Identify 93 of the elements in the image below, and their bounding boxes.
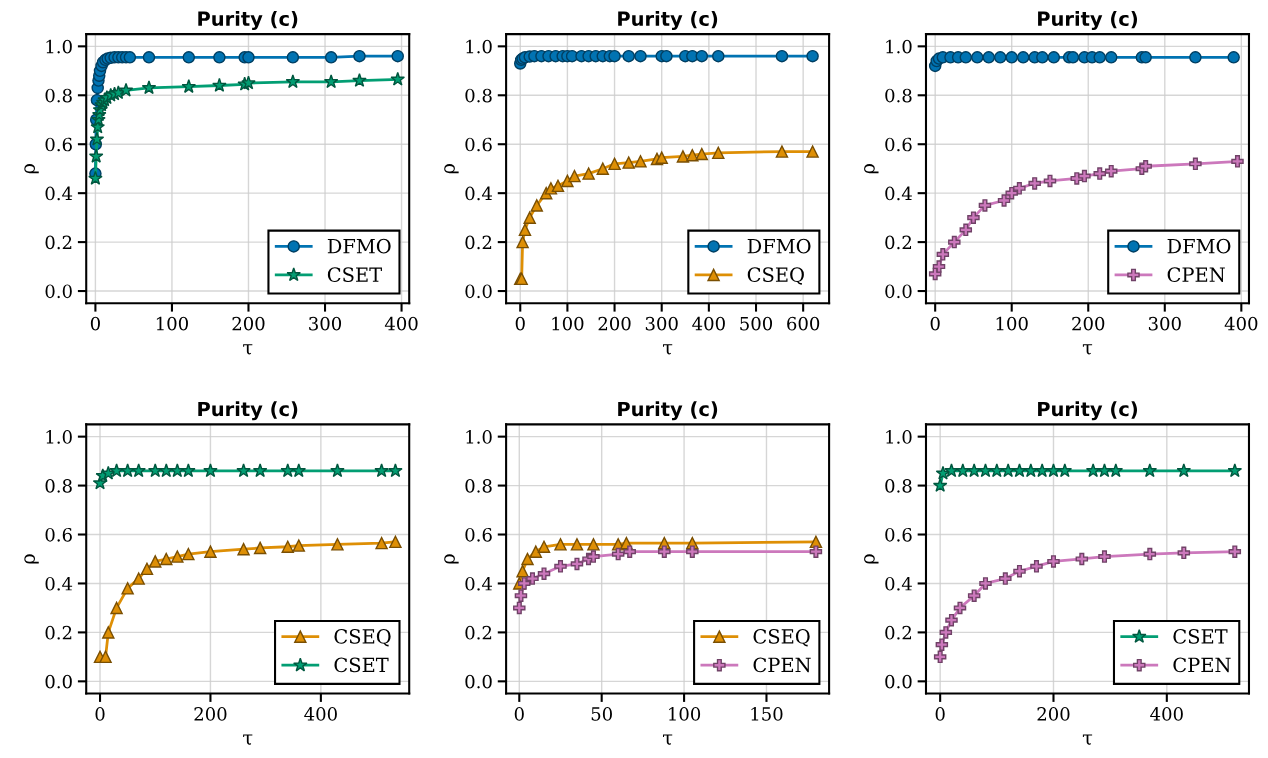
x-tick-label: 100 (156, 316, 188, 331)
x-tick-label: 200 (232, 316, 265, 331)
chart-title: Purity (c) (618, 401, 718, 421)
x-tick-label: 600 (787, 316, 820, 331)
chart-title: Purity (c) (1038, 401, 1138, 421)
x-tick-label: 300 (645, 316, 678, 331)
x-tick-label: 0 (930, 316, 940, 331)
y-tick-label: 0.2 (465, 625, 492, 640)
x-tick-label: 400 (304, 707, 337, 721)
y-tick-label: 1.0 (46, 39, 72, 54)
y-tick-label: 0.8 (465, 479, 492, 493)
x-tick-label: 400 (692, 316, 725, 331)
x-tick-label: 200 (598, 316, 631, 331)
x-axis-title: τ (243, 344, 253, 355)
x-axis-title: τ (663, 734, 673, 745)
y-tick-label: 0.6 (465, 137, 492, 152)
x-tick-label: 100 (996, 316, 1028, 331)
y-axis-title: ρ (24, 163, 39, 174)
y-tick-label: 1.0 (886, 39, 912, 54)
y-tick-label: 0.4 (885, 576, 912, 591)
legend-label: CSEQ (747, 267, 804, 285)
legend-label: CPEN (753, 657, 811, 673)
x-axis-title: τ (1082, 344, 1093, 355)
y-tick-label: 1.0 (466, 430, 492, 444)
y-tick-label: 0.6 (885, 527, 912, 542)
y-tick-label: 0.0 (465, 674, 492, 689)
legend-label: CSEQ (334, 629, 391, 647)
y-tick-label: 0.0 (885, 674, 912, 689)
y-tick-label: 0.0 (45, 284, 72, 299)
y-tick-label: 0.4 (45, 576, 73, 591)
x-axis-title: τ (663, 344, 673, 355)
legend-label: DFMO (327, 238, 391, 254)
y-tick-label: 0.6 (885, 137, 912, 152)
x-tick-label: 50 (591, 707, 612, 721)
y-axis-title: ρ (444, 554, 459, 564)
chart-title: Purity (c) (198, 11, 298, 30)
x-axis-title: τ (1082, 734, 1093, 745)
y-tick-label: 0.0 (465, 284, 492, 299)
chart-title: Purity (c) (618, 11, 718, 30)
y-tick-label: 0.8 (45, 88, 72, 103)
x-tick-label: 200 (194, 707, 227, 721)
legend-label: CSET (327, 267, 382, 283)
y-tick-label: 0.2 (465, 235, 492, 250)
y-tick-label: 1.0 (466, 39, 492, 54)
y-axis-title: ρ (24, 554, 39, 564)
legend-label: CSET (334, 657, 389, 673)
y-tick-label: 0.2 (45, 625, 72, 640)
y-axis-title: ρ (864, 163, 879, 174)
y-tick-label: 0.6 (45, 527, 72, 542)
x-tick-label: 0 (514, 707, 524, 721)
y-axis-title: ρ (444, 163, 459, 174)
y-tick-label: 0.2 (885, 235, 912, 250)
chart-title: Purity (c) (198, 401, 298, 421)
y-tick-label: 0.8 (885, 479, 912, 493)
x-tick-label: 0 (515, 316, 525, 331)
legend-label: CSET (1173, 629, 1228, 644)
y-tick-label: 0.8 (885, 88, 912, 103)
y-tick-label: 0.8 (45, 479, 72, 493)
y-tick-label: 0.0 (885, 284, 912, 299)
y-tick-label: 1.0 (886, 430, 912, 444)
x-tick-label: 150 (751, 707, 783, 721)
legend-label: DFMO (747, 238, 811, 254)
y-tick-label: 0.6 (465, 527, 492, 542)
y-tick-label: 0.4 (885, 186, 912, 201)
x-axis-title: τ (243, 734, 253, 745)
x-tick-label: 400 (1224, 316, 1258, 331)
x-tick-label: 100 (669, 707, 701, 721)
chart-title: Purity (c) (1038, 11, 1138, 30)
x-tick-label: 400 (384, 316, 418, 331)
x-tick-label: 0 (90, 316, 100, 331)
y-tick-label: 0.2 (885, 625, 912, 640)
x-tick-label: 0 (935, 707, 945, 721)
x-tick-label: 400 (1150, 707, 1183, 721)
y-tick-label: 0.4 (465, 576, 493, 591)
y-tick-label: 0.6 (45, 137, 72, 152)
y-tick-label: 0.2 (45, 235, 72, 250)
legend-label: CPEN (1167, 267, 1225, 283)
y-tick-label: 1.0 (46, 430, 72, 444)
x-tick-label: 0 (95, 707, 105, 721)
y-tick-label: 0.4 (45, 186, 73, 201)
x-tick-label: 300 (309, 316, 342, 331)
y-tick-label: 0.8 (465, 88, 492, 103)
legend-label: CSEQ (753, 629, 810, 647)
x-tick-label: 200 (1037, 707, 1070, 721)
x-tick-label: 200 (1072, 316, 1105, 331)
legend-label: DFMO (1167, 238, 1231, 254)
x-tick-label: 300 (1148, 316, 1181, 331)
y-tick-label: 0.4 (465, 186, 493, 201)
x-tick-label: 500 (740, 316, 773, 331)
y-tick-label: 0.0 (45, 674, 72, 689)
legend-label: CPEN (1173, 657, 1231, 673)
y-axis-title: ρ (864, 554, 879, 564)
x-tick-label: 100 (552, 316, 584, 331)
